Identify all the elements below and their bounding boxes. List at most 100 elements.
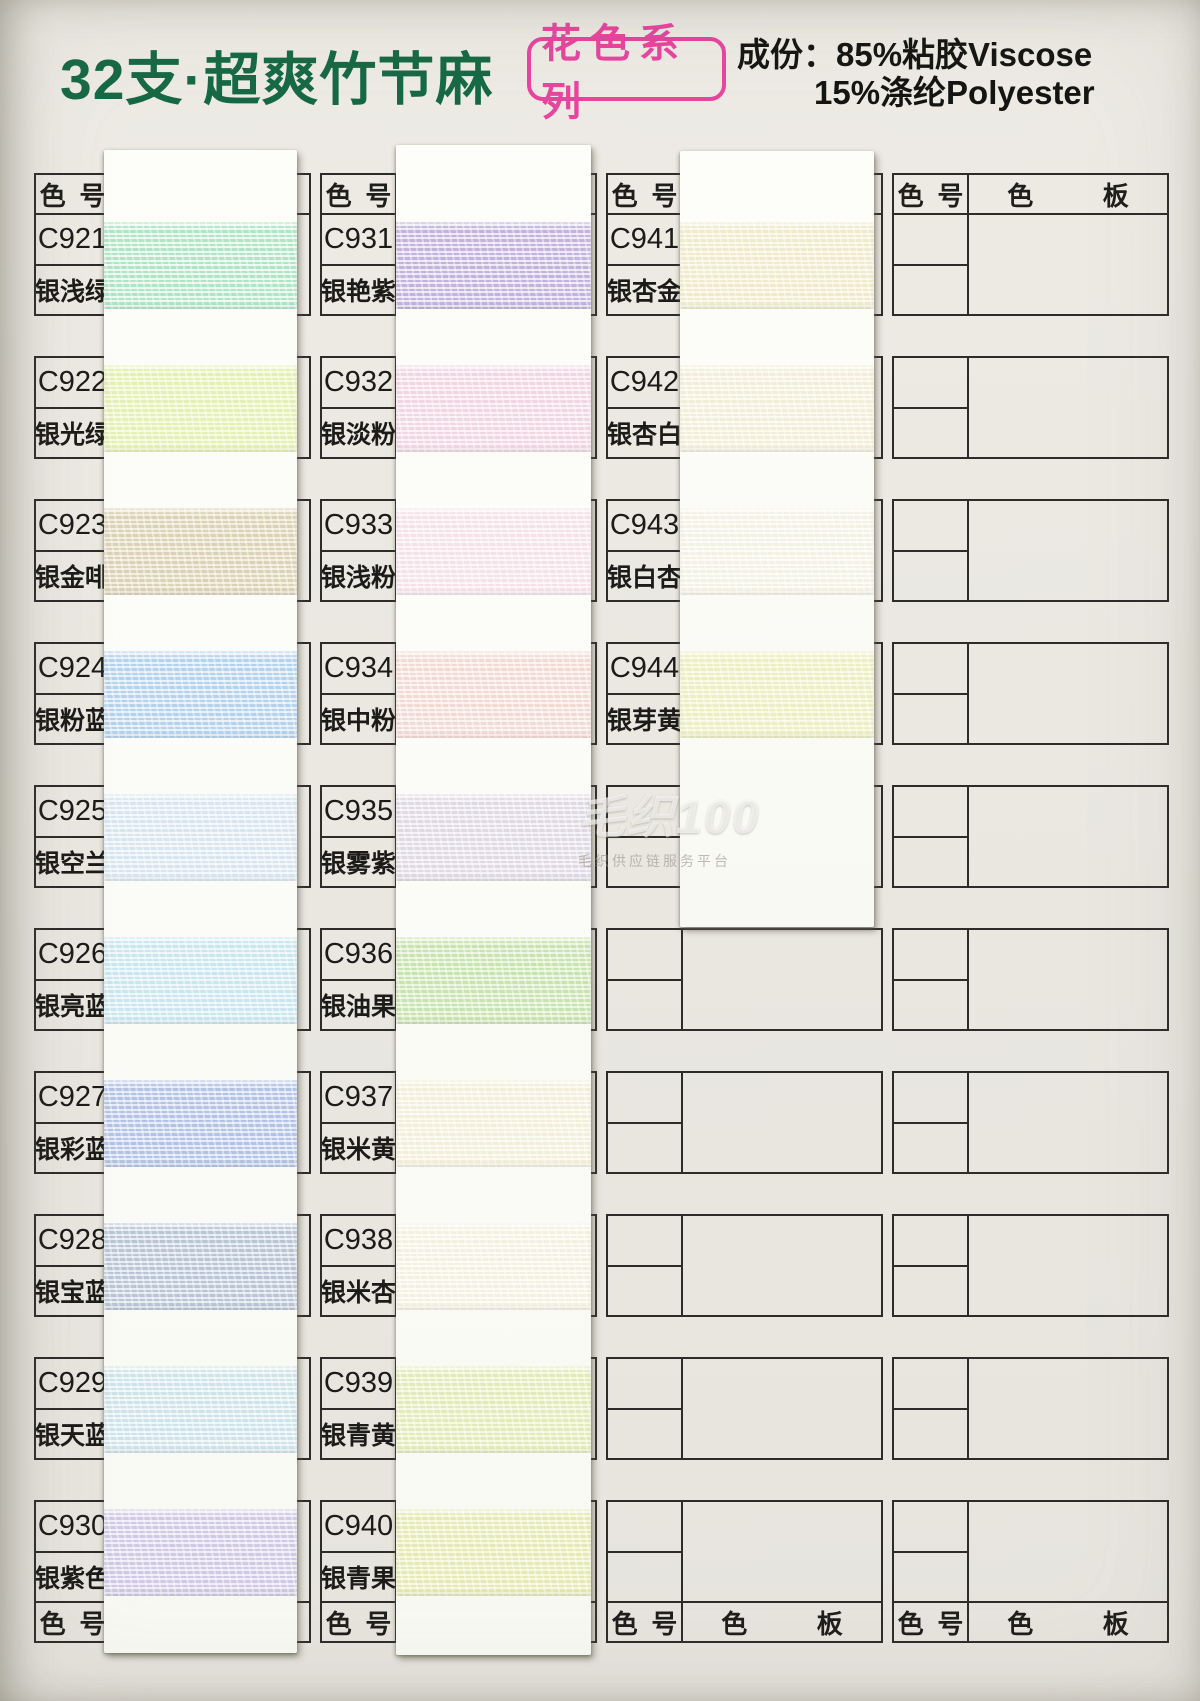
color-block (892, 499, 1169, 602)
label-cells (894, 644, 969, 743)
color-code-cell: C923 (36, 501, 109, 552)
color-code-cell: C936 (322, 930, 395, 981)
label-cells: C925 银空兰 (36, 787, 111, 886)
color-name-cell (608, 1553, 681, 1602)
color-name-cell (894, 838, 967, 887)
label-cells (608, 1216, 683, 1315)
code-header-cell: 色 号 (894, 175, 969, 213)
label-cells (608, 1502, 683, 1601)
yarn-swatch-C922 (104, 365, 297, 452)
color-name-cell: 银雾紫 (322, 849, 395, 878)
color-code-cell (894, 215, 967, 266)
color-code-cell: C939 (322, 1359, 395, 1410)
color-name-cell (608, 1410, 681, 1459)
color-block: C925 银空兰 (34, 785, 311, 888)
code-header-cell: 色 号 (36, 1603, 111, 1641)
label-cells (894, 501, 969, 600)
color-name-cell: 银亮蓝 (36, 992, 109, 1021)
color-code-cell (894, 787, 967, 838)
swatch-column-3: 色 号色 板C941银杏金C942银杏白C943银白杏C944银芽黄色 号色 板 (606, 173, 883, 1643)
yarn-card-2 (396, 145, 591, 1655)
color-name-cell (894, 1553, 967, 1602)
color-block (606, 928, 883, 1031)
yarn-swatch-C940 (396, 1509, 591, 1596)
composition-line1: 成份：85%粘胶Viscose (737, 36, 1093, 73)
label-cells: C931 银艳紫 (322, 215, 397, 314)
column-footer: 色 号色 板 (606, 1601, 883, 1643)
color-name-cell: 银浅粉 (322, 563, 395, 592)
label-cells: C930 银紫色 (36, 1502, 111, 1601)
color-name-cell: 银艳紫 (322, 277, 395, 306)
color-name-cell: 银宝蓝 (36, 1278, 109, 1307)
color-name-cell (894, 695, 967, 744)
yarn-swatch-C928 (104, 1223, 297, 1310)
label-cells (894, 1073, 969, 1172)
color-block (892, 213, 1169, 316)
color-code-cell (894, 1502, 967, 1553)
color-code-cell (894, 1216, 967, 1267)
color-code-cell: C928 (36, 1216, 109, 1267)
yarn-swatch-C944 (680, 651, 874, 738)
color-name-cell: 银油果 (322, 992, 395, 1021)
color-name-cell (894, 266, 967, 315)
color-name-cell: 银青黄 (322, 1421, 395, 1450)
yarn-swatch-C941 (680, 222, 874, 309)
color-code-cell: C931 (322, 215, 395, 266)
color-code-cell: C927 (36, 1073, 109, 1124)
color-code-cell: C932 (322, 358, 395, 409)
color-name-cell: 银天蓝 (36, 1421, 109, 1450)
label-cells: C937 银米黄 (322, 1073, 397, 1172)
color-name-cell (894, 1410, 967, 1459)
yarn-card-3 (680, 151, 874, 927)
color-block (892, 785, 1169, 888)
color-code-cell (608, 1216, 681, 1267)
color-name-cell: 银光绿 (36, 420, 109, 449)
color-name-cell (608, 838, 681, 887)
color-name-cell: 银淡粉 (322, 420, 395, 449)
label-cells: C922 银光绿 (36, 358, 111, 457)
color-block (606, 1500, 883, 1603)
yarn-swatch-C936 (396, 937, 591, 1024)
yarn-swatch-C935 (396, 794, 591, 881)
yarn-swatch-C934 (396, 651, 591, 738)
color-code-cell: C938 (322, 1216, 395, 1267)
color-name-cell: 银杏金 (608, 277, 681, 306)
label-cells: C923 银金啡 (36, 501, 111, 600)
color-block (606, 1357, 883, 1460)
label-cells: C941 银杏金 (608, 215, 683, 314)
color-code-cell: C934 (322, 644, 395, 695)
color-name-cell: 银米黄 (322, 1135, 395, 1164)
yarn-swatch-C921 (104, 222, 297, 309)
code-header-cell: 色 号 (608, 175, 683, 213)
color-code-cell: C926 (36, 930, 109, 981)
yarn-swatch-C937 (396, 1080, 591, 1167)
color-code-cell (894, 644, 967, 695)
label-cells: C933 银浅粉 (322, 501, 397, 600)
code-header-cell: 色 号 (36, 175, 111, 213)
label-cells: C940 银青果 (322, 1502, 397, 1601)
label-cells: C935 银雾紫 (322, 787, 397, 886)
color-code-cell: C942 (608, 358, 681, 409)
color-code-cell (608, 930, 681, 981)
color-code-cell: C937 (322, 1073, 395, 1124)
color-code-cell (894, 1359, 967, 1410)
label-cells: C936 银油果 (322, 930, 397, 1029)
label-cells: C938 银米杏 (322, 1216, 397, 1315)
column-footer: 色 号色 板 (892, 1601, 1169, 1643)
color-code-cell (894, 358, 967, 409)
color-name-cell: 银金啡 (36, 563, 109, 592)
color-name-cell: 银米杏 (322, 1278, 395, 1307)
color-code-cell: C925 (36, 787, 109, 838)
color-name-cell: 银中粉 (322, 706, 395, 735)
color-name-cell (894, 1124, 967, 1173)
label-cells (608, 1359, 683, 1458)
color-block (892, 1071, 1169, 1174)
code-header-cell: 色 号 (894, 1603, 969, 1641)
label-cells (894, 787, 969, 886)
color-name-cell: 银芽黄 (608, 706, 681, 735)
label-cells: C939 银青黄 (322, 1359, 397, 1458)
yarn-card-1 (104, 150, 297, 1653)
composition-text: 成份：85%粘胶Viscose 15%涤纶Polyester (737, 36, 1095, 112)
label-cells (608, 1073, 683, 1172)
